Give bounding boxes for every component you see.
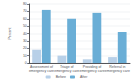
svg-text:Before: Before xyxy=(56,75,66,79)
svg-text:10: 10 xyxy=(23,54,27,58)
svg-text:Percent: Percent xyxy=(8,27,12,39)
svg-text:emergency care: emergency care xyxy=(29,69,54,73)
svg-text:emergency care: emergency care xyxy=(79,69,104,73)
svg-text:emergency care: emergency care xyxy=(54,69,79,73)
svg-text:40: 40 xyxy=(23,32,27,36)
svg-text:60: 60 xyxy=(23,17,27,21)
svg-text:emergency care: emergency care xyxy=(105,69,130,73)
svg-text:After: After xyxy=(80,75,88,79)
svg-text:Providing of: Providing of xyxy=(82,64,102,69)
svg-text:70: 70 xyxy=(23,9,27,13)
svg-text:0: 0 xyxy=(25,61,27,65)
svg-text:80: 80 xyxy=(23,2,27,6)
svg-text:Triage of: Triage of xyxy=(59,64,74,69)
svg-text:Referral in: Referral in xyxy=(109,64,126,69)
svg-text:30: 30 xyxy=(23,39,27,43)
svg-text:Assessment of: Assessment of xyxy=(30,64,53,69)
svg-text:20: 20 xyxy=(23,46,27,50)
svg-text:50: 50 xyxy=(23,24,27,28)
